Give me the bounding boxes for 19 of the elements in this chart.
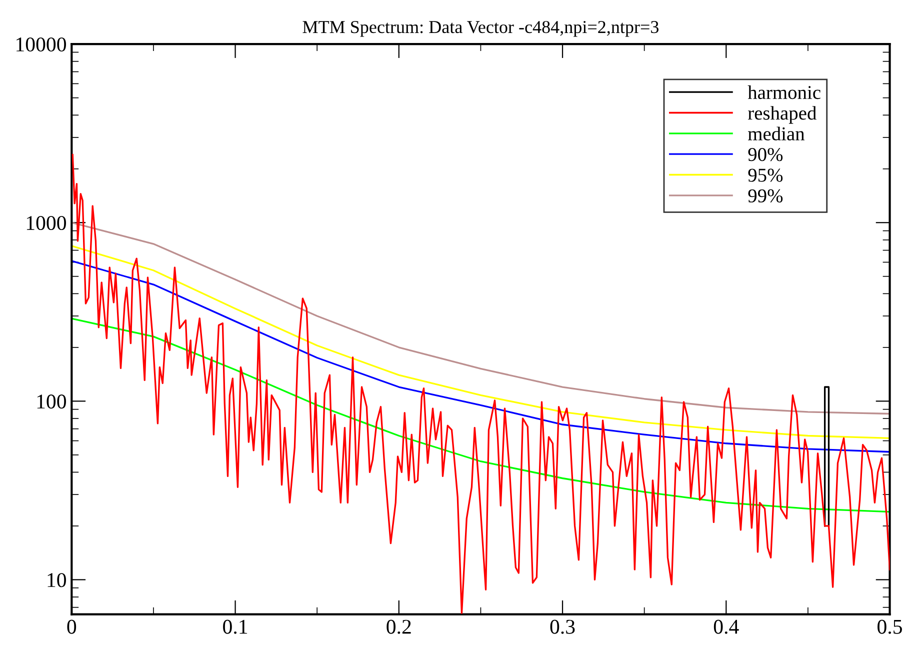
line-series — [72, 222, 890, 415]
y-tick-label: 1000 — [26, 216, 66, 230]
x-tick-label: 0.2 — [386, 620, 411, 634]
x-tick-label: 0.3 — [550, 620, 575, 634]
legend-label: 90% — [748, 148, 783, 162]
legend-label: reshaped — [748, 106, 816, 124]
legend-label: 99% — [748, 189, 783, 202]
x-tick-label: 0.4 — [714, 620, 739, 634]
y-tick-label: 10000 — [16, 37, 66, 52]
legend-label: 95% — [748, 168, 783, 182]
x-tick-label: 0.5 — [878, 620, 902, 634]
x-tick-label: 0.1 — [223, 620, 248, 634]
chart-title: MTM Spectrum: Data Vector -c484,npi=2,ntpr=3 — [302, 20, 659, 37]
y-tick-label: 100 — [37, 394, 66, 409]
legend-label: harmonic — [748, 85, 820, 100]
line-series — [72, 318, 890, 513]
legend-label: median — [748, 126, 805, 140]
x-tick-label: 0 — [67, 620, 76, 634]
y-tick-label: 10 — [48, 573, 66, 588]
